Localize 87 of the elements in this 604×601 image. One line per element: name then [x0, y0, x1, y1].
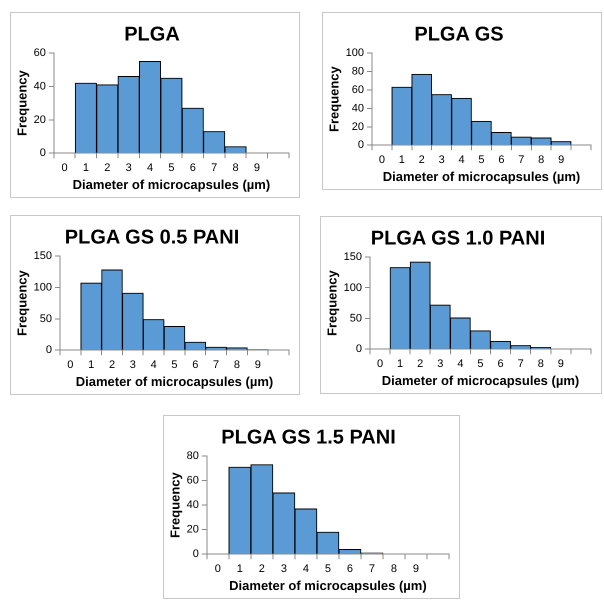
y-tick-label: 40 — [352, 102, 364, 114]
y-tick-label: 0 — [192, 548, 199, 560]
x-tick-label: 7 — [518, 358, 524, 370]
x-tick-label: 7 — [211, 162, 218, 174]
x-tick-label: 6 — [190, 162, 196, 174]
x-tick-label: 1 — [82, 162, 89, 174]
y-tick-label: 60 — [186, 474, 199, 487]
y-tick-label: 0 — [46, 344, 52, 356]
x-axis-title: Diameter of microcapsules (µm) — [229, 578, 427, 593]
x-tick-label: 1 — [236, 562, 243, 575]
x-tick-label: 3 — [280, 562, 287, 575]
chart-title: PLGA GS 1.5 PANI — [221, 426, 396, 449]
y-tick-label: 150 — [344, 251, 362, 264]
x-tick-label: 0 — [214, 562, 221, 575]
y-tick-label: 150 — [34, 250, 52, 262]
y-tick-label: 80 — [352, 65, 364, 78]
x-axis-title: Diameter of microcapsules (µm) — [382, 372, 580, 388]
x-tick-label: 0 — [376, 358, 384, 370]
x-tick-label: 2 — [108, 358, 116, 371]
y-tick-label: 80 — [186, 450, 199, 462]
chart-title: PLGA GS — [414, 24, 504, 46]
y-tick-label: 20 — [186, 524, 199, 536]
x-axis-title: Diameter of microcapsules (µm) — [382, 168, 580, 184]
y-axis-title: Frequency — [324, 269, 340, 336]
chart-title: PLGA GS 1.0 PANI — [370, 228, 546, 250]
y-tick-label: 50 — [350, 312, 362, 324]
x-tick-label: 4 — [302, 562, 309, 575]
x-tick-label: 4 — [458, 154, 465, 166]
x-tick-label: 7 — [368, 562, 376, 575]
x-tick-label: 3 — [126, 162, 132, 174]
x-tick-label: 1 — [88, 358, 94, 371]
x-tick-label: 8 — [234, 358, 240, 371]
x-tick-label: 9 — [412, 562, 420, 575]
y-tick-label: 50 — [40, 312, 52, 325]
y-tick-label: 40 — [34, 80, 46, 92]
x-tick-label: 5 — [168, 162, 174, 174]
x-axis-title: Diameter of microcapsules (µm) — [76, 374, 274, 389]
x-tick-label: 2 — [417, 358, 424, 370]
x-tick-label: 2 — [258, 562, 265, 575]
y-tick-label: 40 — [186, 499, 199, 512]
x-tick-label: 8 — [538, 358, 544, 370]
x-tick-label: 6 — [498, 154, 504, 166]
y-tick-label: 20 — [34, 114, 46, 126]
x-tick-label: 1 — [397, 358, 404, 370]
x-tick-label: 0 — [67, 358, 74, 371]
x-tick-label: 8 — [390, 562, 398, 575]
x-tick-label: 9 — [254, 358, 261, 371]
x-tick-label: 4 — [146, 162, 154, 174]
chart-title: PLGA GS 0.5 PANI — [64, 226, 240, 249]
y-tick-label: 100 — [344, 282, 362, 294]
y-axis-title: Frequency — [326, 65, 342, 132]
x-tick-label: 7 — [518, 154, 524, 166]
y-tick-label: 100 — [34, 281, 52, 294]
chart-title: PLGA — [124, 24, 180, 46]
x-tick-label: 3 — [438, 154, 445, 166]
y-axis-title: Frequency — [14, 69, 30, 136]
x-tick-label: 8 — [232, 162, 239, 174]
x-tick-label: 9 — [254, 162, 260, 174]
x-tick-label: 2 — [418, 154, 425, 166]
y-axis-title: Frequency — [14, 269, 30, 336]
y-tick-label: 100 — [346, 47, 364, 60]
x-tick-label: 0 — [378, 154, 385, 166]
y-tick-label: 0 — [358, 139, 364, 152]
y-tick-label: 20 — [352, 120, 364, 133]
y-tick-label: 60 — [352, 84, 364, 96]
y-tick-label: 60 — [34, 47, 46, 60]
x-tick-label: 5 — [171, 358, 178, 371]
x-tick-label: 6 — [498, 358, 504, 370]
x-tick-label: 6 — [346, 562, 353, 575]
x-tick-label: 4 — [150, 358, 157, 371]
x-tick-label: 2 — [104, 162, 110, 174]
x-tick-label: 1 — [398, 154, 405, 166]
x-tick-label: 8 — [538, 154, 544, 166]
y-axis-title: Frequency — [167, 471, 182, 538]
x-tick-label: 0 — [61, 162, 68, 174]
x-tick-label: 5 — [478, 154, 485, 166]
x-tick-label: 5 — [477, 358, 484, 370]
x-tick-label: 9 — [558, 154, 564, 166]
x-axis-title: Diameter of microcapsules (µm) — [72, 176, 270, 192]
x-tick-label: 3 — [437, 358, 444, 370]
y-tick-label: 0 — [356, 343, 362, 356]
x-tick-label: 5 — [324, 562, 331, 575]
x-tick-label: 7 — [213, 358, 220, 371]
x-tick-label: 9 — [558, 358, 564, 370]
x-tick-label: 4 — [457, 358, 464, 370]
x-tick-label: 3 — [130, 358, 136, 371]
x-tick-label: 6 — [192, 358, 198, 371]
